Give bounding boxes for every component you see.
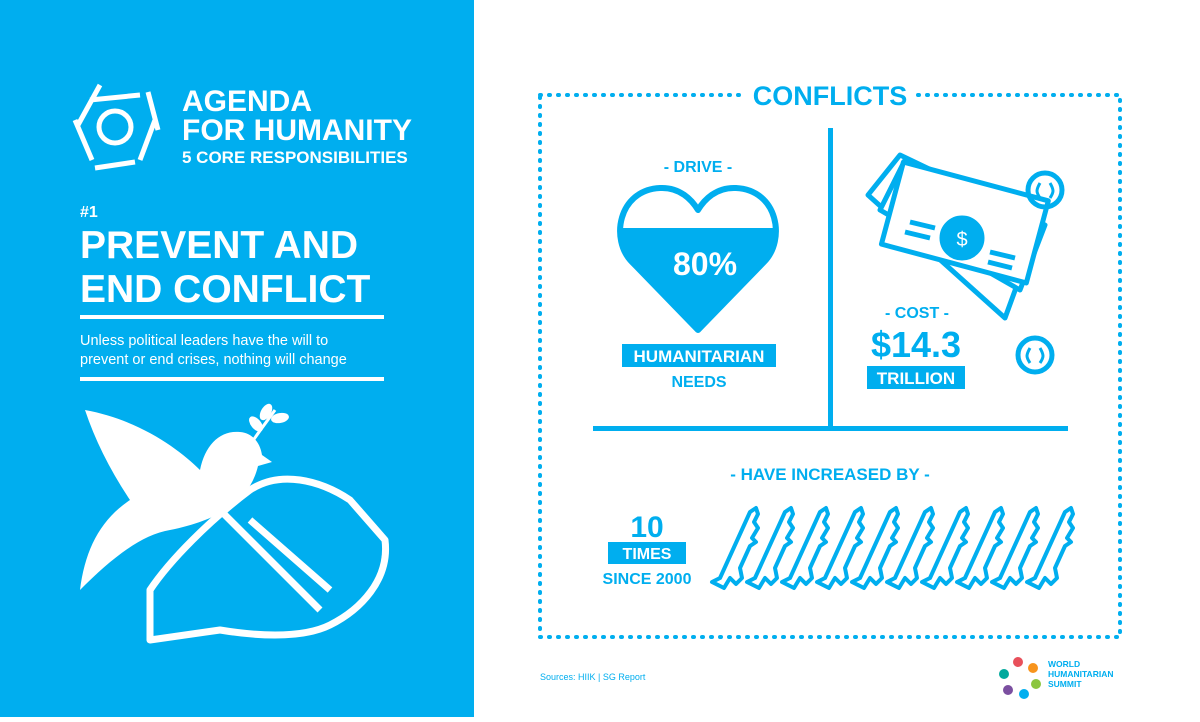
drive-value: 80%	[673, 246, 737, 282]
increase-highlight: TIMES	[623, 546, 672, 563]
cost-value: $14.3	[871, 324, 961, 365]
title-bg	[745, 78, 915, 112]
increase-label: - HAVE INCREASED BY -	[730, 465, 930, 484]
highlight-bg	[608, 542, 686, 564]
logo-text: WORLD	[1048, 659, 1080, 669]
cost-highlight: TRILLION	[877, 369, 955, 388]
whs-logo	[999, 657, 1041, 699]
header-subtitle: 5 CORE RESPONSIBILITIES	[182, 148, 408, 167]
resp-title: PREVENT AND	[80, 224, 358, 267]
highlight-bg	[622, 344, 776, 367]
dollar-sign: $	[956, 229, 967, 251]
resp-title: END CONFLICT	[80, 268, 370, 311]
rule	[80, 377, 384, 381]
increase-caption: SINCE 2000	[603, 571, 692, 588]
money-icon	[865, 152, 1065, 375]
right-panel	[474, 0, 1200, 717]
drive-caption: NEEDS	[671, 374, 726, 391]
increase-value: 10	[630, 511, 663, 544]
divider	[828, 128, 833, 426]
resp-text: Unless political leaders have the will t…	[80, 333, 328, 349]
dove-handshake	[80, 403, 390, 644]
heart-outline	[617, 184, 779, 333]
cost-label: - COST -	[885, 305, 949, 322]
drive-highlight: HUMANITARIAN	[634, 347, 765, 366]
resp-text: prevent or end crises, nothing will chan…	[80, 352, 347, 368]
rule	[80, 315, 384, 319]
resp-number: #1	[80, 204, 98, 221]
logo-text: SUMMIT	[1048, 679, 1082, 689]
agenda-logo	[72, 83, 161, 171]
logo-text: HUMANITARIAN	[1048, 669, 1113, 679]
highlight-bg	[867, 366, 965, 389]
panel-title: CONFLICTS	[753, 81, 908, 111]
sources: Sources: HIIK | SG Report	[540, 672, 646, 682]
header-title: FOR HUMANITY	[182, 114, 412, 147]
header-title: AGENDA	[182, 85, 312, 118]
drive-label: - DRIVE -	[664, 159, 732, 176]
divider	[593, 426, 1068, 431]
